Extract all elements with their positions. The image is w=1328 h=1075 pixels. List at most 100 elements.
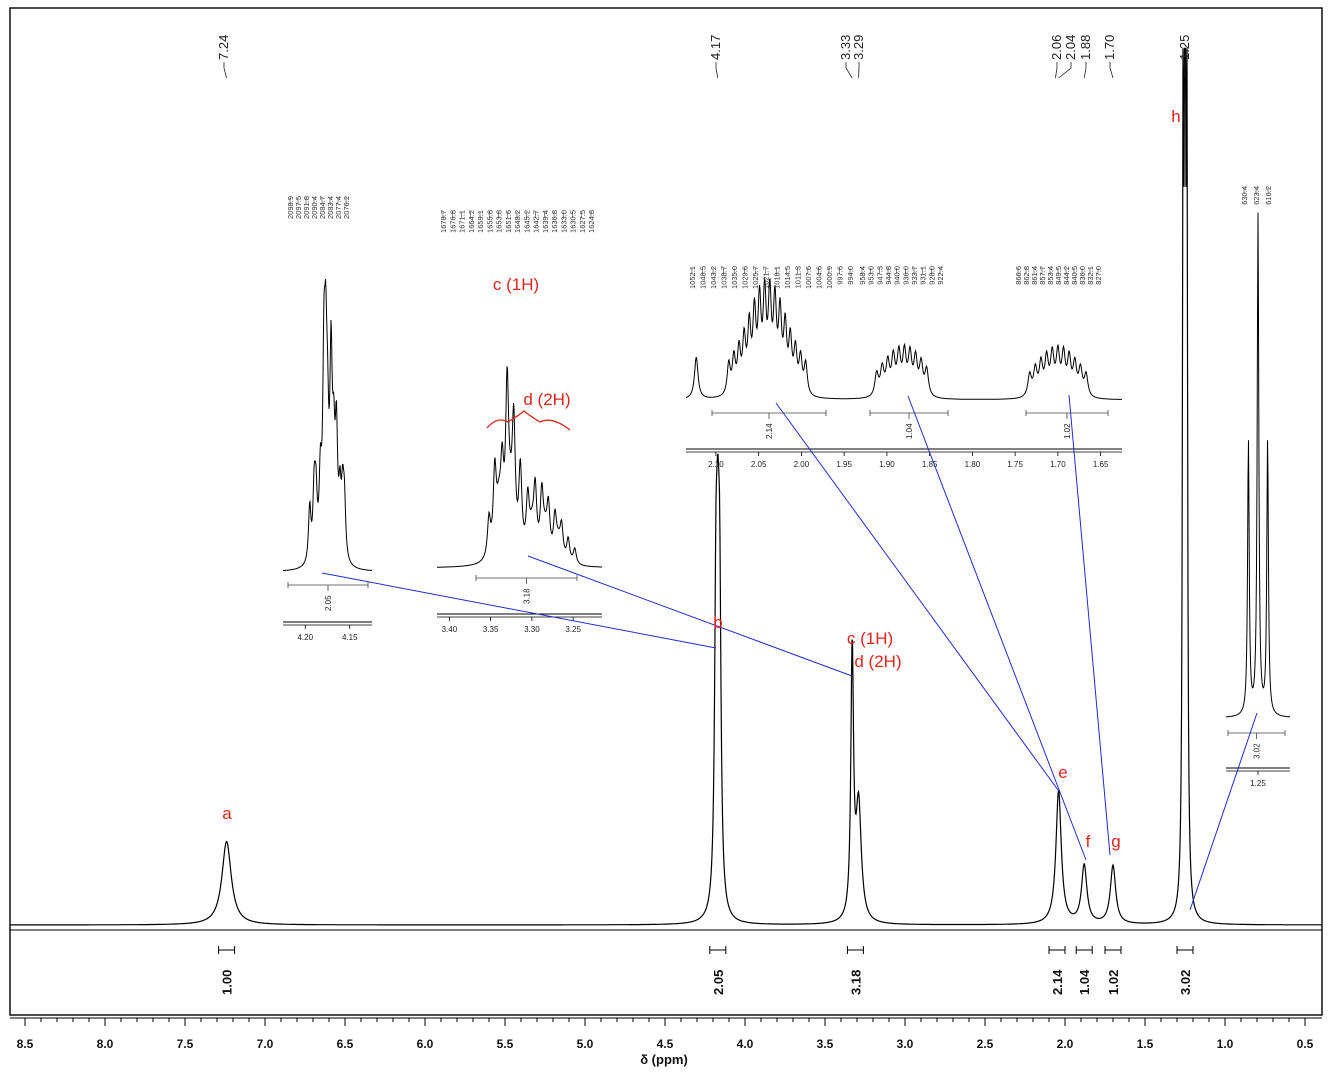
hz-label: 1676.8 (448, 210, 457, 233)
hz-label: 997.6 (835, 266, 844, 285)
peak-label: 4.17 (708, 35, 723, 60)
peak-labels: 7.24 4.17 3.333.29 2.06 2.04 1.88 1.70 1.25 (216, 35, 1192, 79)
inset-axis-label: 2.00 (794, 460, 810, 469)
inset-3.3: 1678.7 1676.8 1671.1 1664.2 1659.1 1655.8 1653… (437, 210, 602, 634)
hz-label: 840.5 (1070, 266, 1079, 285)
hz-label: 933.7 (910, 266, 919, 285)
hz-label: 1653.8 (495, 210, 504, 233)
hz-label: 2084.7 (318, 196, 327, 219)
hz-label: 2083.4 (326, 196, 335, 219)
hz-label: 994.0 (846, 266, 855, 285)
connector-line (907, 395, 1087, 861)
integral-value: 2.05 (711, 970, 726, 995)
inset-1.25: 630.4 623.4 616.2 3.02 1.25 (1226, 186, 1290, 788)
inset-axis-label: 1.75 (1007, 460, 1023, 469)
inset-axis-label: 4.20 (297, 633, 313, 642)
hz-label: 1000.9 (825, 266, 834, 289)
x-tick-label: 6.0 (417, 1037, 434, 1051)
hz-label: 2097.5 (294, 196, 303, 219)
hz-label: 1038.7 (720, 266, 729, 289)
x-tick-label: 0.5 (1297, 1037, 1314, 1051)
peak-label: 3.29 (851, 35, 866, 60)
hz-label: 1624.8 (587, 210, 596, 233)
connector-lines (321, 394, 1258, 911)
inset-axis-label: 3.40 (442, 625, 458, 634)
hz-label: 630.4 (1240, 186, 1249, 205)
integral-bracket (1176, 946, 1194, 954)
hz-label: 2098.9 (286, 196, 295, 219)
hz-label: 2076.2 (342, 196, 351, 219)
inset-trace (685, 277, 1123, 400)
hz-label: 2077.4 (334, 196, 343, 219)
hz-label: 936.0 (901, 266, 910, 285)
hz-label: 922.4 (936, 266, 945, 285)
x-tick-label: 7.0 (257, 1037, 274, 1051)
hz-label: 844.2 (1062, 266, 1071, 285)
integral-value: 3.02 (1178, 970, 1193, 995)
x-tick-label: 4.5 (657, 1037, 674, 1051)
inset-axis-label: 2.10 (708, 460, 724, 469)
hz-label: 1048.5 (699, 266, 708, 289)
assignment-labels: a b c (1H) d (2H) e f g h c (1H) d (2H) (222, 107, 1180, 851)
inset-axis-label: 3.35 (483, 625, 499, 634)
x-tick-label: 6.5 (337, 1037, 354, 1051)
spectrum-trace (10, 47, 1322, 926)
hz-label: 944.8 (884, 266, 893, 285)
assignment-label: e (1058, 763, 1067, 782)
hz-label: 2091.8 (302, 196, 311, 219)
connector-line (1189, 712, 1258, 911)
hz-label: 940.0 (893, 266, 902, 285)
x-tick-label: 3.0 (897, 1037, 914, 1051)
peak-label-leader (1109, 62, 1114, 79)
assignment-label: a (222, 804, 232, 823)
hz-label: 1052.1 (688, 266, 697, 289)
hz-label: 623.4 (1252, 186, 1261, 205)
integral-value: 1.02 (1106, 970, 1121, 995)
peak-label-leader (1083, 62, 1087, 79)
inset-axis-label: 1.65 (1093, 460, 1109, 469)
inset-2.1-1.6: 2.14 1.04 1.02 2.10 2.05 2.00 1.95 1.90 1.85 1.80… (685, 266, 1123, 469)
peak-label: 3.33 (838, 35, 853, 60)
hz-label: 857.7 (1038, 266, 1047, 285)
connector-line (1068, 394, 1111, 856)
plot-frame (9, 7, 1323, 1016)
inset-axis-label: 1.25 (1250, 779, 1266, 788)
hz-label: 861.4 (1030, 266, 1039, 285)
x-tick-label: 2.5 (977, 1037, 994, 1051)
inset-assignment-label: c (1H) (493, 275, 539, 294)
peak-label-leader (1055, 62, 1058, 79)
connector-line (775, 402, 1059, 791)
d-brace (486, 410, 571, 431)
peak-label-leader (715, 62, 719, 79)
integral-bracket (1104, 946, 1122, 954)
hz-label: 2090.4 (310, 196, 319, 219)
inset-axis-label: 2.05 (751, 460, 767, 469)
assignment-label: b (713, 613, 722, 632)
hz-label: 827.0 (1094, 266, 1103, 285)
inset-axis-label: 3.25 (565, 625, 581, 634)
x-tick-label: 5.5 (497, 1037, 514, 1051)
integral-bracket (1075, 946, 1093, 954)
hz-label: 931.1 (919, 266, 928, 285)
hz-label: 1651.6 (504, 210, 513, 233)
integral-value: 2.14 (1050, 969, 1065, 995)
hz-label: 1025.7 (751, 266, 760, 289)
x-tick-label: 8.5 (17, 1037, 34, 1051)
integral-value: 1.04 (1077, 969, 1092, 995)
hz-label: 853.4 (1046, 266, 1055, 285)
inset-integral-value: 3.02 (1253, 743, 1262, 759)
inset-assignment-label: d (2H) (523, 390, 570, 409)
inset-trace (437, 366, 602, 568)
inset-integral-value: 3.18 (523, 588, 532, 604)
peak-label-leader (223, 62, 227, 79)
inset-trace (282, 279, 373, 572)
hz-label: 1642.7 (532, 210, 541, 233)
connector-line (527, 555, 853, 677)
hz-label: 1029.6 (741, 266, 750, 289)
hz-label: 1664.2 (467, 210, 476, 233)
integral-bracket (709, 946, 727, 954)
peak-label-leader (845, 62, 853, 79)
hz-label: 1043.2 (709, 266, 718, 289)
hz-label: 832.1 (1086, 266, 1095, 285)
peak-label: 1.25 (1177, 35, 1192, 60)
